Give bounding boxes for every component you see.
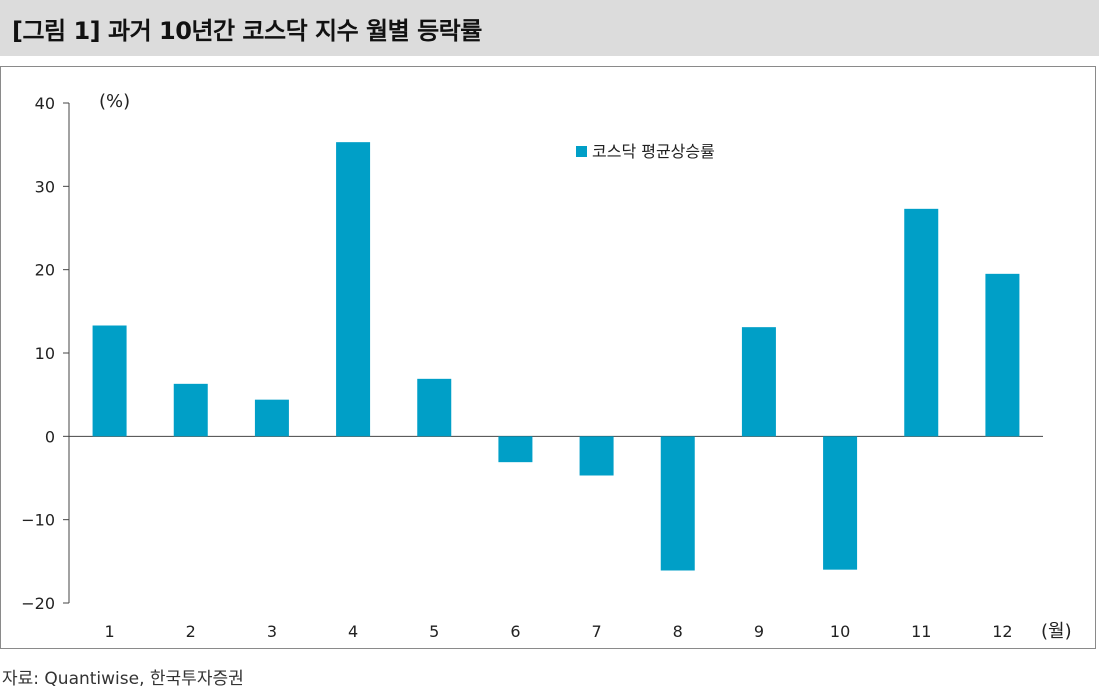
x-tick-label: 2 <box>186 622 196 641</box>
y-tick-label: −20 <box>21 594 55 613</box>
x-tick-label: 6 <box>510 622 520 641</box>
x-tick-label: 3 <box>267 622 277 641</box>
x-tick-label: 5 <box>429 622 439 641</box>
legend-swatch <box>576 146 587 157</box>
x-axis-unit-label: (월) <box>1041 621 1072 642</box>
x-tick-label: 11 <box>911 622 931 641</box>
bar-month-12 <box>985 273 1020 437</box>
x-tick-label: 10 <box>830 622 850 641</box>
source-note: 자료: Quantiwise, 한국투자증권 <box>2 669 244 689</box>
x-tick-label: 9 <box>754 622 764 641</box>
x-tick-label: 7 <box>591 622 601 641</box>
y-tick-label: 30 <box>35 177 55 196</box>
y-tick-label: 10 <box>35 344 55 363</box>
bar-month-7 <box>579 436 614 476</box>
chart-frame: 40 30 20 10 0 −10 −20 (%) 1 2 3 4 5 6 7 8 9 10 11 12 (월) 코스닥 … <box>0 66 1096 649</box>
page-title: [그림 1] 과거 10년간 코스닥 지수 월별 등락률 <box>12 16 482 45</box>
bar-month-5 <box>417 378 452 437</box>
bar-month-6 <box>498 436 533 463</box>
bar-month-2 <box>173 383 208 437</box>
bar-month-3 <box>254 399 289 437</box>
x-tick-label: 1 <box>104 622 114 641</box>
x-tick-label: 12 <box>992 622 1012 641</box>
x-tick-label: 8 <box>673 622 683 641</box>
bar-month-11 <box>904 208 939 437</box>
bar-month-10 <box>823 436 858 570</box>
bar-month-4 <box>336 142 371 437</box>
y-tick-label: 0 <box>45 427 55 446</box>
legend-label: 코스닥 평균상승률 <box>592 142 715 161</box>
y-tick-label: 40 <box>35 94 55 113</box>
y-tick-label: 20 <box>35 261 55 280</box>
y-tick-label: −10 <box>21 511 55 530</box>
bar-month-1 <box>92 325 127 437</box>
title-bar: [그림 1] 과거 10년간 코스닥 지수 월별 등락률 <box>0 0 1099 56</box>
y-axis-unit-label: (%) <box>99 91 130 112</box>
bar-month-8 <box>660 436 695 571</box>
x-tick-label: 4 <box>348 622 358 641</box>
bar-month-9 <box>741 327 776 437</box>
